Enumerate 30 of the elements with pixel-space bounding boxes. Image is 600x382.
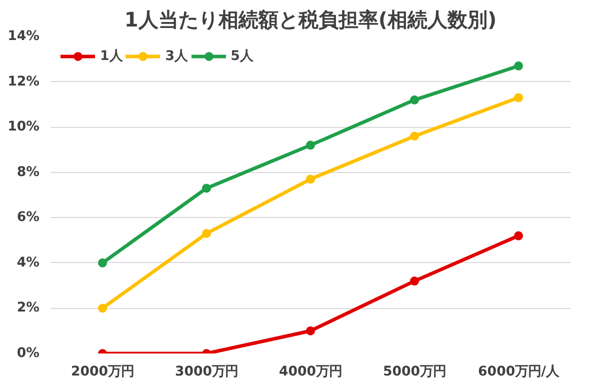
point [306,174,315,184]
point [98,258,107,268]
point [202,229,211,238]
y-tick-label: 2% [16,300,40,316]
point [514,61,523,70]
x-tick-label: 4000万円 [278,364,342,380]
y-tick-label: 0% [16,346,40,361]
x-tick-label: 6000万円/人 [478,364,560,380]
legend-label: 5人 [230,48,253,65]
point [410,276,419,286]
point [202,184,211,193]
y-tick-label: 10% [8,120,40,135]
legend-label: 3人 [165,48,188,65]
y-tick-label: 4% [16,255,40,270]
point [410,132,419,141]
x-tick-label: 5000万円 [382,364,446,380]
legend-label: 1人 [100,48,122,65]
y-tick-label: 12% [8,74,40,90]
y-tick-label: 6% [16,210,40,226]
point [410,95,419,104]
point [306,326,315,336]
point [514,231,523,240]
x-tick-label: 2000万円 [70,364,134,380]
y-tick-label: 8% [16,164,40,180]
point [514,93,523,102]
x-tick-label: 3000万円 [174,364,238,380]
point [306,140,315,150]
point [98,304,107,313]
y-tick-label: 14% [8,29,40,44]
chart-title: 1人当たり相続額と税負担率(相続人数別) [124,8,497,32]
